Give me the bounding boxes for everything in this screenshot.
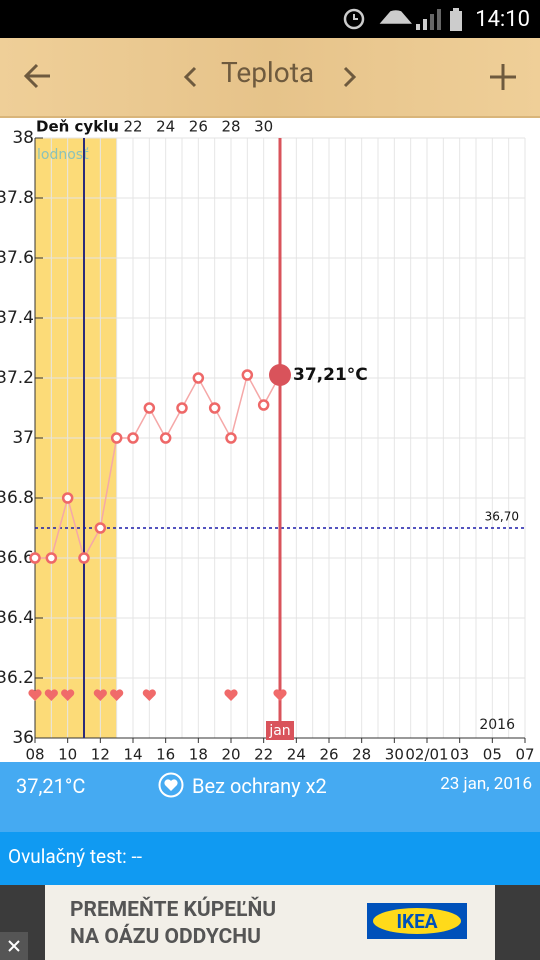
fertile-label: lodnosť <box>37 147 89 163</box>
y-tick-label: 37.2 <box>0 368 34 388</box>
toolbar: Teplota <box>0 38 540 118</box>
status-bar: 14:10 <box>0 0 540 38</box>
x-tick-label: 26 <box>319 746 338 763</box>
temperature-value: 37,21°C <box>16 774 86 798</box>
status-icons <box>343 8 462 31</box>
intercourse-heart <box>93 689 107 701</box>
temperature-point <box>94 522 107 534</box>
y-tick-label: 36.6 <box>0 548 34 568</box>
x-tick-label: 08 <box>25 746 44 763</box>
month-label: jan <box>268 723 290 739</box>
month-tag <box>266 721 294 740</box>
protection: Bez ochrany x2 <box>192 774 327 798</box>
temperature-line <box>35 372 281 560</box>
cycle-tick-label: 26 <box>189 118 208 136</box>
y-tick-label: 36.2 <box>0 668 34 688</box>
temperature-point <box>225 432 237 444</box>
prev-button[interactable] <box>180 64 200 90</box>
intercourse-heart <box>110 689 124 701</box>
x-tick-label: 10 <box>58 746 77 763</box>
cycle-tick-label: 30 <box>254 118 273 136</box>
cycle-tick-label: 22 <box>123 118 142 136</box>
screen-title: Teplota <box>221 56 315 89</box>
x-tick-label: 16 <box>156 746 175 763</box>
coverline-label: 36,70 <box>485 510 519 524</box>
x-tick-label: 18 <box>189 746 208 763</box>
intercourse-heart <box>224 689 238 701</box>
x-tick-label: 05 <box>483 746 502 763</box>
selected-point <box>269 364 291 386</box>
temperature-point <box>257 399 270 411</box>
temperature-point <box>176 402 188 414</box>
x-tick-label: 07 <box>515 746 534 763</box>
ad-logo: IKEA <box>367 903 467 939</box>
ad-banner: PREMEŇTE KÚPEĽŇU NA OÁZU ODDYCHU IKEA <box>0 885 540 960</box>
temperature-point <box>127 432 139 444</box>
ovulation-test: Ovulačný test: -- <box>8 845 142 868</box>
y-tick-label: 37.4 <box>0 308 34 328</box>
y-tick-label: 37.6 <box>0 248 34 268</box>
y-tick-label: 38 <box>12 128 34 148</box>
temperature-point <box>143 402 156 414</box>
y-tick-label: 36.4 <box>0 608 34 628</box>
selected-label: 37,21°C <box>293 365 368 385</box>
temperature-point <box>61 492 74 504</box>
cycle-tick-label: 28 <box>221 118 240 136</box>
date: 23 jan, 2016 <box>440 774 532 794</box>
ovulation-panel: Ovulačný test: -- <box>0 832 540 885</box>
x-tick-label: 28 <box>352 746 371 763</box>
intercourse-heart <box>273 689 287 701</box>
cycle-tick-label: 24 <box>156 118 175 136</box>
ad-brand: IKEA <box>396 910 438 933</box>
back-button[interactable] <box>22 60 54 92</box>
temperature-point <box>45 552 58 564</box>
x-tick-label: 20 <box>221 746 240 763</box>
year-label: 2016 <box>479 717 515 733</box>
x-tick-label: 03 <box>450 746 469 763</box>
intercourse-heart <box>61 689 75 701</box>
x-tick-label: 02/01 <box>405 746 448 763</box>
ad-box[interactable]: PREMEŇTE KÚPEĽŇU NA OÁZU ODDYCHU IKEA <box>45 885 495 960</box>
ad-line: NA OÁZU ODDYCHU <box>70 925 261 949</box>
info-panel: 37,21°C Bez ochrany x2 23 jan, 2016 <box>0 762 540 832</box>
x-tick-label: 30 <box>385 746 404 763</box>
y-tick-label: 36.8 <box>0 488 34 508</box>
intercourse-heart <box>44 689 58 701</box>
x-tick-label: 24 <box>287 746 306 763</box>
temperature-point <box>78 552 90 564</box>
clock: 14:10 <box>475 7 530 32</box>
ad-line: PREMEŇTE KÚPEĽŇU <box>70 898 277 922</box>
temperature-chart: 36 36.2 36.4 36.6 36.8 37 37.2 37.4 37.6 37.8 38 08… <box>0 118 535 763</box>
temperature-point <box>192 372 205 384</box>
x-tick-label: 12 <box>91 746 110 763</box>
add-button[interactable] <box>488 62 518 92</box>
temperature-point <box>110 432 123 444</box>
x-tick-label: 14 <box>123 746 142 763</box>
x-tick-label: 22 <box>254 746 273 763</box>
y-tick-label: 36 <box>12 728 34 748</box>
intercourse-heart <box>142 689 156 701</box>
y-tick-label: 37.8 <box>0 188 34 208</box>
temperature-point <box>29 552 41 564</box>
heart-icon <box>158 772 184 798</box>
cycle-axis-label: Deň cyklu <box>36 118 119 136</box>
y-tick-label: 37 <box>12 428 34 448</box>
intercourse-heart <box>28 689 42 701</box>
next-button[interactable] <box>340 64 360 90</box>
ad-close[interactable] <box>0 932 28 960</box>
temperature-point <box>159 432 172 444</box>
temperature-point <box>208 402 221 414</box>
temperature-point <box>241 369 254 381</box>
